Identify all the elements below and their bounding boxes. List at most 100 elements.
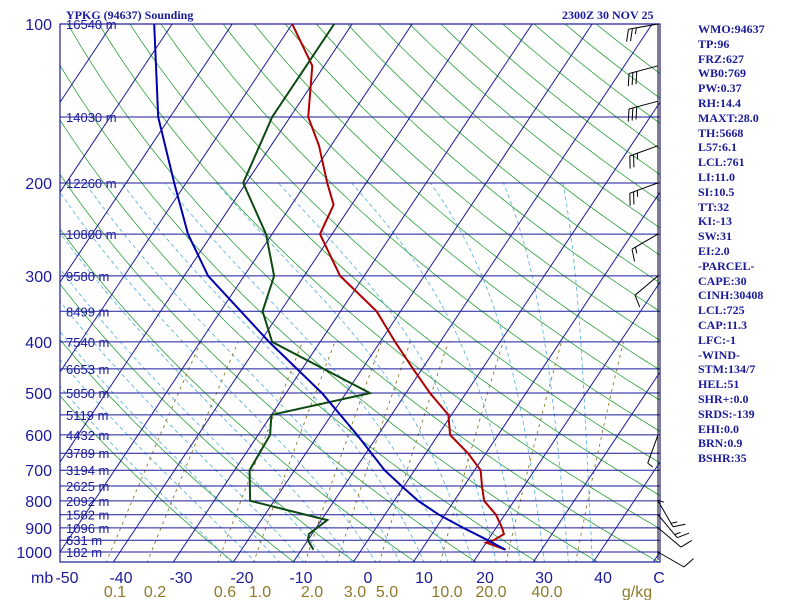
barb-staff: [628, 100, 659, 110]
dry-adiabat: [60, 338, 295, 562]
index-entry: BSHR:35: [698, 451, 747, 466]
profile-line: [242, 24, 373, 551]
barb-flag: [630, 28, 633, 42]
pressure-tick-label: 300: [25, 269, 52, 286]
temperature-tick-label: -50: [55, 570, 78, 587]
wind-barb: [626, 23, 659, 42]
isotherm: [60, 24, 413, 553]
barb-flag: [677, 532, 690, 539]
mixing-ratio-line: [336, 341, 411, 562]
barb-flag: [672, 523, 686, 528]
mixing-ratio-label: 3.0: [344, 584, 366, 600]
index-entry: SI:10.5: [698, 184, 735, 199]
mixing-ratio-line: [253, 341, 336, 562]
mixing-ratio-label: 5.0: [376, 584, 398, 600]
moist-adiabat: [60, 359, 257, 562]
mixing-ratio-unit: g/kg: [622, 584, 652, 600]
dry-adiabat: [60, 119, 538, 562]
height-label: 16540 m: [66, 17, 117, 32]
barb-flag: [631, 107, 634, 121]
barb-flag: [626, 29, 629, 42]
barb-staff: [629, 145, 659, 157]
wind-barb: [627, 100, 659, 122]
height-label: 631 m: [66, 533, 102, 548]
height-label: 9580 m: [66, 269, 109, 284]
index-entry: STM:134/7: [698, 362, 756, 377]
index-entry: PW:0.37: [698, 81, 742, 96]
moist-adiabat: [121, 182, 425, 562]
mixing-ratio-label: 10.0: [431, 584, 462, 600]
barb-flag: [629, 193, 631, 206]
barb-staff: [657, 551, 685, 568]
barb-half-flag: [647, 462, 654, 468]
background-grid: [60, 24, 660, 562]
dry-adiabat: [60, 173, 477, 562]
index-entry: L57:6.1: [698, 140, 737, 155]
temperature-tick-label: -10: [289, 570, 312, 587]
mixing-ratio-label: 0.1: [104, 584, 126, 600]
moist-adiabat: [278, 182, 497, 562]
mixing-ratio-label: 40.0: [531, 584, 562, 600]
barb-staff: [657, 500, 674, 528]
temperature-tick-label: 20: [476, 570, 494, 587]
isotherm: [112, 24, 473, 562]
height-label: 8499 m: [66, 304, 109, 319]
wind-barb: [634, 275, 659, 308]
barb-flag: [627, 73, 630, 87]
barb-flag: [634, 294, 641, 308]
mixing-ratio-label: 1.0: [249, 584, 271, 600]
pressure-tick-label: 700: [25, 463, 52, 480]
height-label: 3789 m: [66, 446, 109, 461]
profile-lines: [153, 24, 506, 551]
pressure-tick-label: 800: [25, 494, 52, 511]
wind-barbs: [626, 23, 694, 568]
moist-adiabat: [60, 231, 353, 562]
isotherm: [60, 24, 353, 463]
mixing-ratio-label: 20.0: [475, 584, 506, 600]
index-entry: SRDS:-139: [698, 406, 755, 421]
mixing-ratio-line: [304, 341, 382, 562]
height-label: 2092 m: [66, 494, 109, 509]
height-label: 3194 m: [66, 463, 109, 478]
wind-barb: [657, 500, 686, 528]
index-entry: LCL:761: [698, 155, 745, 170]
wind-barb: [627, 65, 659, 87]
isotherm: [352, 101, 660, 562]
barb-half-flag: [657, 499, 665, 503]
dry-adiabat: [347, 24, 660, 284]
index-entry: CINH:30408: [698, 288, 764, 303]
barb-flag: [629, 155, 631, 169]
pressure-tick-label: 900: [25, 521, 52, 538]
isotherm: [172, 24, 533, 562]
index-entry: WB0:769: [698, 66, 746, 81]
mixing-ratio-label: 2.0: [301, 584, 323, 600]
index-entry: LFC:-1: [698, 332, 736, 347]
barb-half-flag: [670, 521, 678, 524]
isotherm: [412, 191, 660, 562]
index-entry: RH:14.4: [698, 95, 741, 110]
pressure-tick-label: 400: [25, 335, 52, 352]
dry-adiabat: [378, 24, 660, 256]
index-entry: TP:96: [698, 36, 730, 51]
barb-flag: [680, 540, 693, 548]
barb-staff: [657, 514, 678, 539]
index-entry: LCL:725: [698, 303, 745, 318]
moist-adiabat: [60, 385, 232, 562]
pressure-tick-label: 600: [25, 428, 52, 445]
barb-staff: [634, 275, 659, 296]
temperature-tick-label: -20: [230, 570, 253, 587]
wind-barb: [657, 527, 693, 548]
isotherm: [60, 24, 233, 284]
barb-flag: [633, 154, 635, 168]
isotherm: [292, 24, 653, 562]
dry-adiabat: [60, 228, 417, 562]
profile-line: [153, 24, 506, 551]
pressure-tick-label: 1000: [16, 545, 52, 562]
isobars-isotherms: [59, 23, 661, 563]
index-entry: -WIND-: [698, 347, 740, 362]
height-label: 14030 m: [66, 110, 117, 125]
height-label: 6653 m: [66, 362, 109, 377]
index-entry: EHI:0.0: [698, 421, 740, 436]
index-entry: WMO:94637: [698, 22, 765, 36]
